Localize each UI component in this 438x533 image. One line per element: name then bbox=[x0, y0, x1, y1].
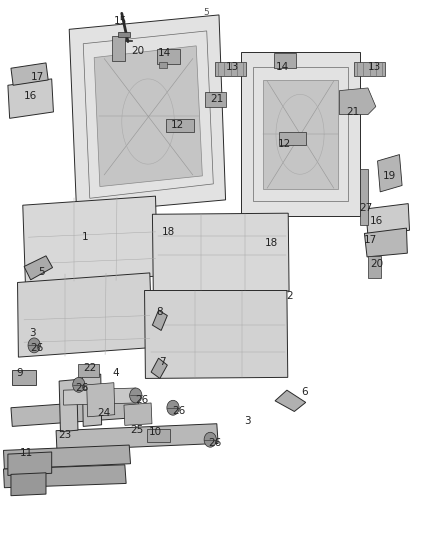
Bar bbox=[215, 62, 246, 76]
Text: 7: 7 bbox=[159, 358, 166, 367]
Text: 13: 13 bbox=[226, 62, 239, 71]
Text: 23: 23 bbox=[58, 431, 71, 440]
Text: 24: 24 bbox=[98, 408, 111, 418]
Polygon shape bbox=[339, 88, 376, 115]
Circle shape bbox=[130, 388, 142, 403]
Text: 5: 5 bbox=[203, 8, 209, 17]
Polygon shape bbox=[87, 383, 115, 417]
Polygon shape bbox=[11, 399, 139, 426]
Text: 26: 26 bbox=[31, 343, 44, 352]
Text: 11: 11 bbox=[20, 448, 33, 458]
Polygon shape bbox=[64, 388, 136, 405]
Text: 12: 12 bbox=[278, 139, 291, 149]
Text: 2: 2 bbox=[286, 291, 293, 301]
Text: 14: 14 bbox=[158, 49, 171, 58]
Text: 3: 3 bbox=[244, 416, 251, 426]
Circle shape bbox=[167, 400, 179, 415]
Text: 25: 25 bbox=[131, 425, 144, 435]
Circle shape bbox=[28, 338, 40, 353]
Polygon shape bbox=[82, 374, 102, 426]
Bar bbox=[78, 364, 99, 377]
Polygon shape bbox=[23, 196, 158, 284]
Text: 5: 5 bbox=[38, 267, 45, 277]
Polygon shape bbox=[8, 452, 52, 475]
Bar bbox=[147, 429, 170, 442]
Polygon shape bbox=[8, 79, 53, 118]
Polygon shape bbox=[152, 310, 167, 330]
Text: 17: 17 bbox=[364, 235, 377, 245]
Bar bbox=[159, 62, 167, 68]
Bar bbox=[12, 370, 36, 385]
Polygon shape bbox=[4, 445, 131, 469]
Polygon shape bbox=[56, 424, 218, 450]
Bar bbox=[368, 256, 381, 278]
Polygon shape bbox=[241, 52, 360, 216]
Text: 26: 26 bbox=[172, 407, 185, 416]
Polygon shape bbox=[145, 290, 288, 378]
Polygon shape bbox=[263, 80, 338, 189]
Text: 10: 10 bbox=[149, 427, 162, 437]
Text: 26: 26 bbox=[76, 383, 89, 393]
Polygon shape bbox=[59, 379, 78, 432]
Text: 6: 6 bbox=[301, 387, 308, 397]
Text: 3: 3 bbox=[29, 328, 36, 338]
Bar bbox=[118, 32, 130, 37]
Text: 22: 22 bbox=[83, 363, 96, 373]
Bar bbox=[354, 62, 385, 76]
Text: 4: 4 bbox=[113, 368, 120, 378]
Text: 13: 13 bbox=[368, 62, 381, 71]
Polygon shape bbox=[366, 204, 410, 236]
Text: 26: 26 bbox=[136, 395, 149, 405]
Text: 17: 17 bbox=[31, 72, 44, 82]
Text: 14: 14 bbox=[276, 62, 289, 71]
Text: 19: 19 bbox=[383, 171, 396, 181]
Circle shape bbox=[204, 432, 216, 447]
Bar bbox=[166, 119, 194, 132]
Polygon shape bbox=[364, 228, 407, 257]
Polygon shape bbox=[69, 15, 226, 213]
Polygon shape bbox=[18, 273, 152, 357]
Text: 18: 18 bbox=[265, 238, 278, 247]
Polygon shape bbox=[4, 465, 126, 488]
Bar bbox=[205, 92, 226, 107]
Bar bbox=[157, 49, 180, 64]
Bar bbox=[360, 169, 368, 225]
Text: 16: 16 bbox=[370, 216, 383, 226]
Circle shape bbox=[73, 377, 85, 392]
Polygon shape bbox=[94, 46, 202, 187]
Text: 27: 27 bbox=[359, 203, 372, 213]
Text: 12: 12 bbox=[171, 120, 184, 130]
Polygon shape bbox=[378, 155, 402, 192]
Bar bbox=[279, 132, 306, 145]
Polygon shape bbox=[275, 390, 306, 411]
Text: 26: 26 bbox=[208, 439, 221, 448]
Text: 8: 8 bbox=[156, 307, 163, 317]
Polygon shape bbox=[152, 213, 289, 292]
Polygon shape bbox=[124, 403, 152, 425]
Text: 16: 16 bbox=[24, 91, 37, 101]
Text: 20: 20 bbox=[131, 46, 145, 55]
Polygon shape bbox=[11, 473, 46, 496]
Text: 9: 9 bbox=[16, 368, 23, 378]
Text: 1: 1 bbox=[82, 232, 89, 242]
Polygon shape bbox=[24, 256, 53, 280]
Text: 21: 21 bbox=[210, 94, 223, 103]
Polygon shape bbox=[151, 358, 167, 378]
Polygon shape bbox=[11, 63, 48, 85]
Bar bbox=[112, 36, 125, 61]
Text: 18: 18 bbox=[162, 227, 175, 237]
Text: 20: 20 bbox=[370, 259, 383, 269]
Text: 21: 21 bbox=[346, 107, 359, 117]
Text: 15: 15 bbox=[114, 17, 127, 26]
Bar bbox=[274, 53, 296, 68]
